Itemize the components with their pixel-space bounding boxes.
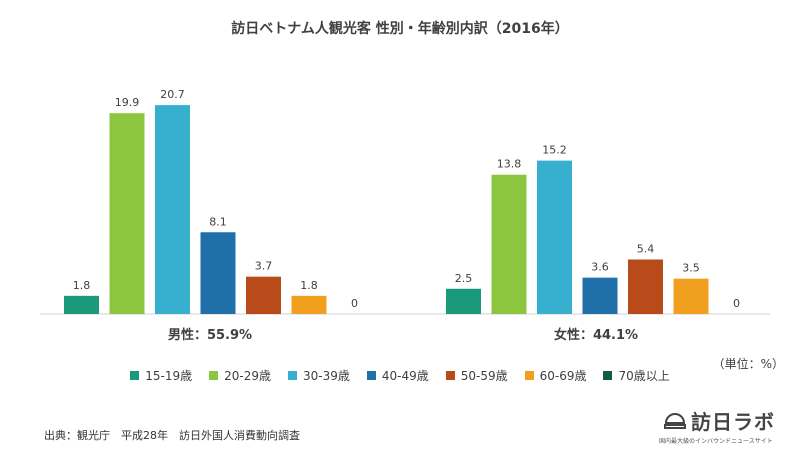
data-label: 1.8: [73, 279, 91, 292]
source-note: 出典：観光庁 平成28年 訪日外国人消費動向調査: [44, 429, 300, 442]
data-label: 1.8: [300, 279, 318, 292]
legend-swatch: [209, 371, 219, 380]
data-label: 3.7: [255, 260, 273, 273]
legend-item: 50-59歳: [445, 367, 508, 384]
data-label: 0: [351, 297, 358, 310]
legend-label: 15-19歳: [145, 369, 193, 383]
bar: [491, 174, 527, 314]
legend-label: 30-39歳: [302, 369, 350, 383]
legend-label: 70歳以上: [618, 369, 670, 383]
legend-item: 70歳以上: [603, 367, 670, 384]
data-label: 0: [733, 297, 740, 310]
unit-label: （単位：%）: [712, 357, 784, 371]
legend-item: 15-19歳: [130, 367, 192, 384]
data-label: 13.8: [497, 158, 522, 171]
bar: [246, 276, 281, 314]
legend-label: 20-29歳: [224, 369, 271, 383]
chart-title: 訪日ベトナム人観光客 性別・年齢別内訳（2016年）: [231, 21, 569, 37]
bar: [109, 113, 145, 314]
bar: [64, 295, 99, 314]
bar: [673, 278, 709, 314]
bar-chart: 1.8 19.9 20.7 8.1 3.7 1.8 0 男性：55.9% 2.5 13.8 15.2…: [40, 88, 770, 343]
data-label: 15.2: [542, 144, 567, 157]
bar: [155, 105, 190, 314]
bar: [537, 160, 572, 314]
legend-item: 60-69歳: [524, 367, 587, 384]
brand-tagline: 国内最大級のインバウンドニュースサイト: [659, 438, 773, 445]
bar: [582, 277, 618, 314]
bar: [200, 232, 236, 314]
data-label: 2.5: [455, 272, 473, 285]
bar: [446, 288, 481, 314]
data-label: 19.9: [115, 96, 140, 109]
legend-item: 40-49歳: [366, 367, 429, 384]
legend-label: 40-49歳: [381, 369, 429, 383]
chart-legend: 15-19歳 20-29歳 30-39歳 40-49歳 50-59歳 60-69歳 70歳以…: [0, 367, 800, 384]
data-label: 20.7: [160, 88, 185, 101]
data-label: 5.4: [637, 243, 655, 256]
category-label: 女性：44.1%: [554, 327, 638, 343]
legend-label: 50-59歳: [460, 369, 508, 383]
brand-name: 訪日ラボ: [691, 410, 775, 434]
data-label: 3.5: [682, 262, 700, 275]
legend-swatch: [445, 371, 455, 380]
data-label: 3.6: [591, 261, 609, 274]
dome-logo-icon: [664, 413, 686, 429]
legend-swatch: [524, 371, 534, 380]
legend-label: 60-69歳: [539, 369, 587, 383]
bar: [628, 259, 663, 314]
legend-swatch: [603, 371, 613, 380]
legend-item: 30-39歳: [287, 367, 350, 384]
data-label: 8.1: [209, 215, 227, 228]
bar: [291, 295, 327, 314]
legend-swatch: [287, 371, 297, 380]
brand-logo: 訪日ラボ 国内最大級のインバウンドニュースサイト: [659, 406, 799, 448]
legend-swatch: [130, 371, 140, 380]
legend-swatch: [366, 371, 376, 380]
legend-item: 20-29歳: [209, 367, 271, 384]
category-label: 男性：55.9%: [168, 327, 252, 343]
